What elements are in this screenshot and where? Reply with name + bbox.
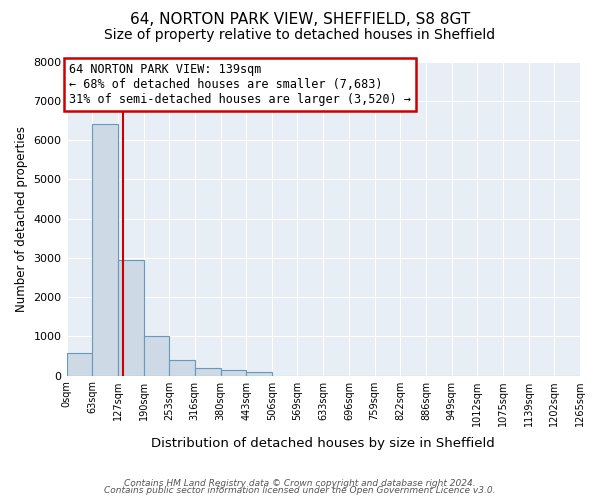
Bar [143,336,169,376]
Bar [118,260,143,376]
Bar [67,353,92,376]
Bar [221,370,247,376]
Text: Contains HM Land Registry data © Crown copyright and database right 2024.: Contains HM Land Registry data © Crown c… [124,478,476,488]
Bar [169,360,195,376]
Bar [92,124,118,376]
Text: Contains public sector information licensed under the Open Government Licence v3: Contains public sector information licen… [104,486,496,495]
Y-axis label: Number of detached properties: Number of detached properties [15,126,28,312]
Text: 64, NORTON PARK VIEW, SHEFFIELD, S8 8GT: 64, NORTON PARK VIEW, SHEFFIELD, S8 8GT [130,12,470,28]
Bar [195,368,221,376]
Text: Size of property relative to detached houses in Sheffield: Size of property relative to detached ho… [104,28,496,42]
Bar [247,372,272,376]
X-axis label: Distribution of detached houses by size in Sheffield: Distribution of detached houses by size … [151,437,495,450]
Text: 64 NORTON PARK VIEW: 139sqm
← 68% of detached houses are smaller (7,683)
31% of : 64 NORTON PARK VIEW: 139sqm ← 68% of det… [69,63,411,106]
